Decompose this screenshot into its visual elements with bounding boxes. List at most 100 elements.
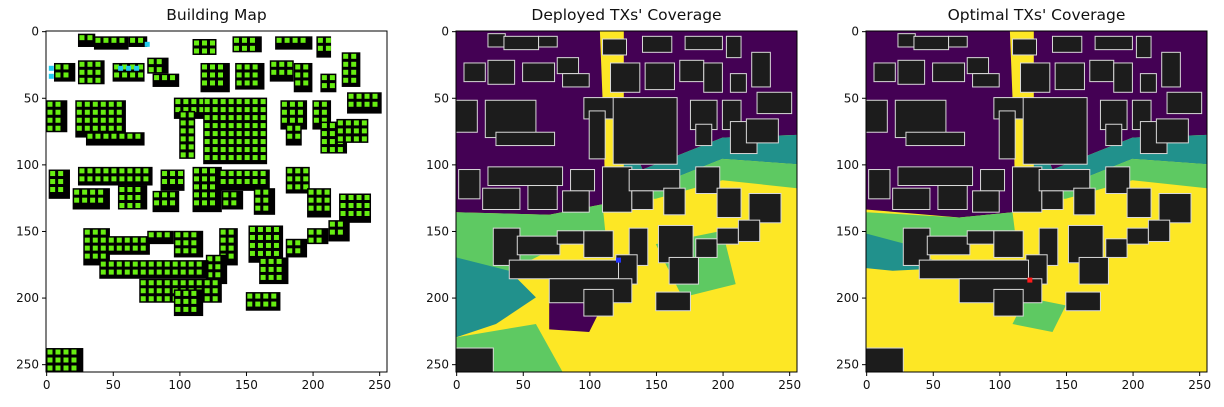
marker-dot: [154, 200, 160, 206]
marker-dot: [257, 226, 263, 232]
marker-dot: [289, 101, 295, 107]
marker-dot: [170, 200, 176, 206]
marker-dot: [255, 301, 261, 307]
marker-dot: [183, 306, 189, 312]
marker-dot: [260, 274, 266, 280]
building-footprint: [679, 59, 705, 83]
building-footprint: [1041, 190, 1064, 210]
marker-dot: [295, 72, 301, 78]
marker-dot: [188, 269, 194, 275]
marker-dot: [47, 357, 53, 363]
marker-dot: [95, 61, 101, 67]
marker-dot: [71, 365, 77, 371]
axes-frame: [455, 30, 798, 373]
marker-dot: [124, 237, 130, 243]
building-footprint: [655, 291, 691, 312]
x-tick-label: 100: [578, 378, 601, 392]
marker-dot: [228, 147, 234, 153]
marker-dot: [317, 45, 323, 51]
marker-dot: [263, 197, 269, 203]
marker-dot: [135, 176, 141, 182]
marker-dot: [313, 117, 319, 123]
marker-dot: [108, 245, 114, 251]
building-footprint: [612, 97, 678, 165]
marker-dot: [321, 109, 327, 115]
building-footprint: [1089, 59, 1115, 83]
marker-dot: [260, 155, 266, 161]
building-footprint: [522, 62, 556, 83]
marker-dot: [164, 269, 170, 275]
marker-dot: [215, 264, 221, 270]
marker-dot: [188, 152, 194, 158]
marker-dot: [204, 280, 210, 286]
marker-dot: [119, 168, 125, 174]
marker-dot: [249, 37, 255, 43]
marker-dot: [212, 147, 218, 153]
marker-dot: [295, 64, 301, 70]
marker-dot: [249, 234, 255, 240]
marker-dot: [220, 115, 226, 121]
marker-dot: [252, 179, 258, 185]
marker-dot: [82, 189, 88, 195]
coverage-mid-sw: [456, 257, 536, 338]
marker-dot: [108, 269, 114, 275]
marker-dot: [119, 176, 125, 182]
x-tick-label: 50: [516, 378, 531, 392]
marker-dot: [231, 200, 237, 206]
marker-dot: [260, 115, 266, 121]
marker-dot: [228, 115, 234, 121]
marker-dot: [92, 101, 98, 107]
y-tick-label: 0: [441, 25, 449, 39]
marker-dot: [135, 195, 141, 201]
marker-dot: [180, 261, 186, 267]
marker-dot: [297, 101, 303, 107]
marker-dot: [343, 61, 349, 67]
building-footprint: [641, 35, 673, 53]
building-footprint: [866, 347, 904, 372]
marker-dot: [247, 301, 253, 307]
marker-dot: [188, 261, 194, 267]
marker-dot: [356, 93, 362, 99]
marker-dot: [212, 155, 218, 161]
coverage-high-south: [1012, 297, 1066, 332]
marker-dot: [212, 115, 218, 121]
marker-dot: [281, 117, 287, 123]
marker-dot: [116, 245, 122, 251]
marker-dot: [108, 109, 114, 115]
marker-dot: [295, 133, 301, 139]
marker-dot: [255, 197, 261, 203]
marker-dot: [164, 261, 170, 267]
marker-dot: [140, 269, 146, 275]
map-area-3: [866, 31, 1207, 372]
marker-dot: [236, 80, 242, 86]
marker-dot: [236, 123, 242, 129]
marker-dot: [249, 250, 255, 256]
marker-dot: [252, 131, 258, 137]
marker-dot: [100, 229, 106, 235]
marker-dot: [135, 168, 141, 174]
marker-dot: [303, 176, 309, 182]
marker-dot: [100, 109, 106, 115]
marker-dot: [183, 290, 189, 296]
y-tick-label: 250: [426, 358, 449, 372]
panel-title-building-map: Building Map: [166, 6, 267, 24]
marker-dot: [47, 365, 53, 371]
marker-dot: [127, 168, 133, 174]
building-footprint: [716, 187, 742, 218]
marker-dot: [191, 99, 197, 105]
marker-dot: [188, 144, 194, 150]
marker-dot: [204, 147, 210, 153]
building-footprint: [716, 227, 739, 245]
marker-dot: [100, 253, 106, 259]
marker-dot: [313, 109, 319, 115]
marker-dot: [236, 115, 242, 121]
marker-dot: [108, 237, 114, 243]
marker-dot: [252, 99, 258, 105]
marker-dot: [303, 168, 309, 174]
y-tick-label: 50: [24, 91, 39, 105]
marker-dot: [356, 195, 362, 201]
marker-dot: [76, 109, 82, 115]
marker-dot: [100, 125, 106, 131]
marker-dot: [50, 171, 56, 177]
marker-dot: [249, 242, 255, 248]
